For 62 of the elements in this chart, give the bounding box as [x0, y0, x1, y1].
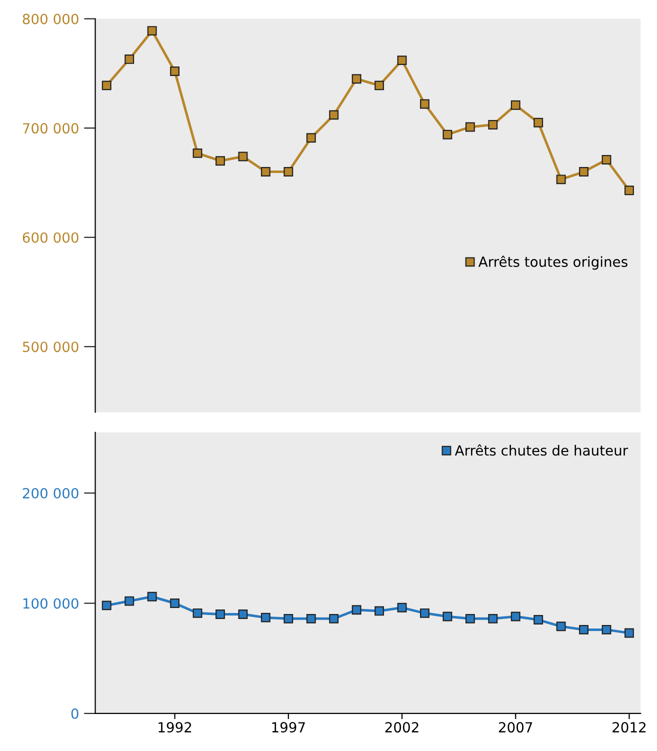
point: [397, 56, 407, 66]
point: [284, 614, 294, 624]
x-tick-label: 2007: [498, 722, 532, 733]
point: [579, 167, 588, 176]
point: [534, 118, 544, 128]
x-tick-label: 2002: [385, 722, 418, 733]
point: [170, 598, 180, 608]
point: [352, 74, 362, 84]
point: [488, 120, 498, 130]
point: [465, 614, 475, 624]
point: [284, 167, 294, 176]
point: [216, 156, 225, 166]
point: [192, 148, 202, 158]
point: [556, 174, 566, 184]
x-tick-label: 1992: [158, 722, 192, 733]
point: [306, 614, 316, 624]
y-tick-label: 500 000: [22, 342, 78, 352]
y-tick-label: 800 000: [22, 14, 78, 24]
point: [556, 622, 566, 632]
y-tick-label: 200 000: [22, 488, 78, 499]
point: [147, 592, 157, 602]
point: [329, 110, 339, 120]
point: [397, 602, 407, 612]
point: [579, 624, 588, 634]
point: [488, 614, 498, 624]
point: [420, 99, 430, 109]
point: [170, 66, 180, 76]
legend-label: Arrêts chutes de hauteur: [454, 444, 628, 456]
point: [238, 610, 248, 619]
y-tick-label: 700 000: [22, 123, 78, 134]
point: [420, 608, 430, 618]
point: [465, 122, 475, 132]
point: [124, 596, 134, 606]
point: [602, 155, 612, 164]
point: [216, 610, 225, 619]
y-tick-label: 600 000: [22, 232, 78, 243]
point: [192, 608, 202, 618]
point: [124, 54, 134, 64]
point: [102, 600, 112, 610]
point: [352, 605, 362, 615]
point: [374, 80, 384, 90]
legend-label: Arrêts toutes origines: [478, 256, 628, 270]
point: [147, 26, 157, 36]
point: [329, 614, 339, 624]
point: [238, 152, 248, 162]
point: [260, 167, 270, 176]
x-tick-label: 2012: [612, 722, 646, 733]
point: [374, 606, 384, 616]
point: [510, 612, 520, 622]
point: [624, 186, 634, 196]
point: [534, 615, 544, 624]
point: [102, 80, 112, 90]
point: [260, 612, 270, 622]
point: [602, 624, 612, 634]
x-tick-label: 1997: [272, 722, 305, 733]
point: [442, 612, 452, 622]
point: [624, 628, 634, 638]
point: [442, 130, 452, 140]
y-tick-label: 0: [71, 708, 78, 719]
y-tick-label: 100 000: [23, 598, 78, 609]
point: [306, 133, 316, 143]
point: [510, 100, 520, 110]
